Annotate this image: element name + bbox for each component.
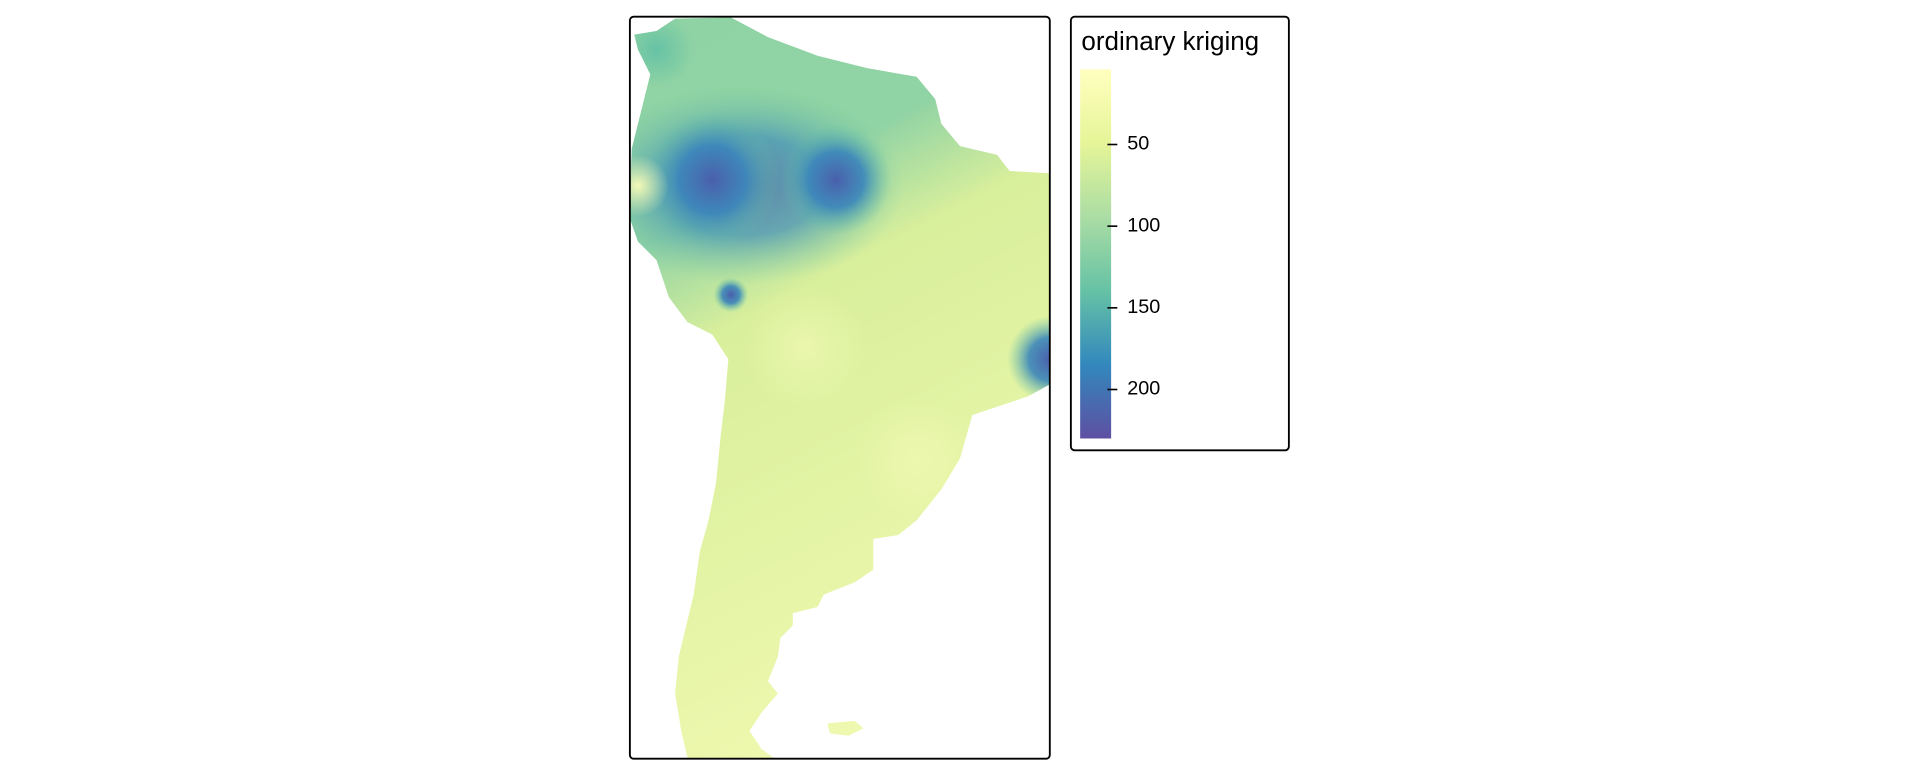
colorbar	[1080, 69, 1112, 439]
tick-label: 200	[1127, 378, 1160, 400]
tick-label: 100	[1127, 214, 1160, 236]
interpolated-surface	[629, 17, 1051, 759]
legend-title: ordinary kriging	[1081, 26, 1259, 56]
tick-label: 50	[1127, 133, 1149, 155]
map-frame	[628, 15, 1051, 760]
legend-frame	[1069, 15, 1290, 452]
tick-label: 150	[1127, 296, 1160, 318]
